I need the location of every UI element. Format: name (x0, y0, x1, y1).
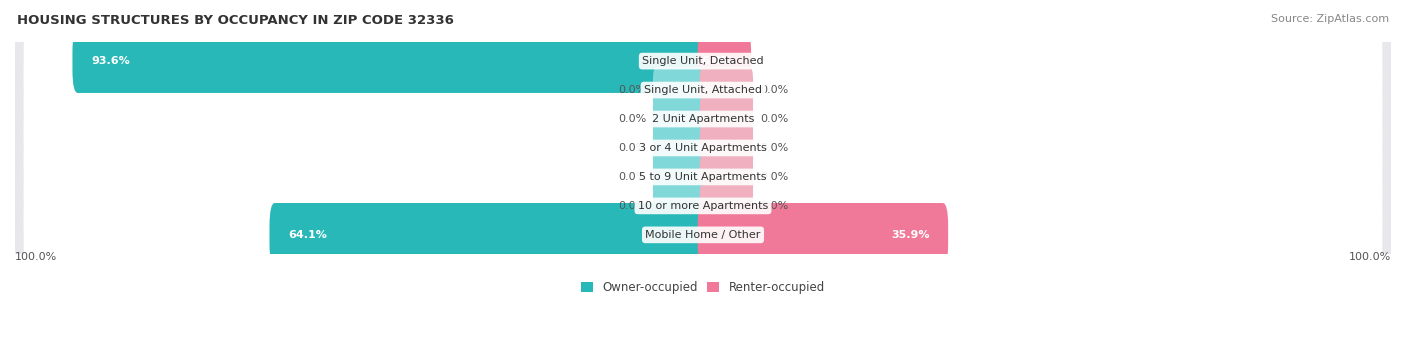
FancyBboxPatch shape (652, 96, 706, 142)
FancyBboxPatch shape (652, 183, 706, 229)
FancyBboxPatch shape (700, 96, 754, 142)
Text: 0.0%: 0.0% (759, 172, 787, 182)
FancyBboxPatch shape (700, 125, 754, 171)
FancyBboxPatch shape (73, 29, 709, 93)
Text: 0.0%: 0.0% (619, 201, 647, 211)
Text: 0.0%: 0.0% (759, 201, 787, 211)
FancyBboxPatch shape (652, 67, 706, 113)
FancyBboxPatch shape (11, 91, 1395, 205)
FancyBboxPatch shape (11, 33, 1395, 147)
Legend: Owner-occupied, Renter-occupied: Owner-occupied, Renter-occupied (581, 281, 825, 294)
FancyBboxPatch shape (11, 120, 1395, 234)
Text: 35.9%: 35.9% (891, 230, 929, 240)
Text: 100.0%: 100.0% (1348, 252, 1391, 262)
FancyBboxPatch shape (24, 130, 1382, 224)
Text: 93.6%: 93.6% (91, 56, 129, 66)
FancyBboxPatch shape (24, 43, 1382, 137)
Text: Mobile Home / Other: Mobile Home / Other (645, 230, 761, 240)
Text: 5 to 9 Unit Apartments: 5 to 9 Unit Apartments (640, 172, 766, 182)
FancyBboxPatch shape (11, 62, 1395, 176)
Text: Single Unit, Attached: Single Unit, Attached (644, 85, 762, 95)
Text: 3 or 4 Unit Apartments: 3 or 4 Unit Apartments (640, 143, 766, 153)
FancyBboxPatch shape (700, 183, 754, 229)
Text: Single Unit, Detached: Single Unit, Detached (643, 56, 763, 66)
FancyBboxPatch shape (11, 178, 1395, 292)
Text: 2 Unit Apartments: 2 Unit Apartments (652, 114, 754, 124)
FancyBboxPatch shape (652, 125, 706, 171)
FancyBboxPatch shape (24, 159, 1382, 253)
FancyBboxPatch shape (24, 188, 1382, 282)
Text: 0.0%: 0.0% (619, 85, 647, 95)
Text: 0.0%: 0.0% (759, 114, 787, 124)
Text: 0.0%: 0.0% (619, 114, 647, 124)
Text: Source: ZipAtlas.com: Source: ZipAtlas.com (1271, 14, 1389, 24)
FancyBboxPatch shape (24, 101, 1382, 195)
FancyBboxPatch shape (700, 154, 754, 200)
Text: 0.0%: 0.0% (619, 143, 647, 153)
FancyBboxPatch shape (24, 72, 1382, 166)
FancyBboxPatch shape (697, 203, 948, 267)
Text: HOUSING STRUCTURES BY OCCUPANCY IN ZIP CODE 32336: HOUSING STRUCTURES BY OCCUPANCY IN ZIP C… (17, 14, 454, 27)
Text: 64.1%: 64.1% (288, 230, 328, 240)
Text: 10 or more Apartments: 10 or more Apartments (638, 201, 768, 211)
Text: 0.0%: 0.0% (759, 143, 787, 153)
FancyBboxPatch shape (270, 203, 709, 267)
Text: 6.4%: 6.4% (702, 56, 733, 66)
Text: 100.0%: 100.0% (15, 252, 58, 262)
FancyBboxPatch shape (24, 14, 1382, 108)
FancyBboxPatch shape (11, 149, 1395, 263)
FancyBboxPatch shape (697, 29, 751, 93)
FancyBboxPatch shape (652, 154, 706, 200)
FancyBboxPatch shape (11, 4, 1395, 118)
FancyBboxPatch shape (700, 67, 754, 113)
Text: 0.0%: 0.0% (759, 85, 787, 95)
Text: 0.0%: 0.0% (619, 172, 647, 182)
